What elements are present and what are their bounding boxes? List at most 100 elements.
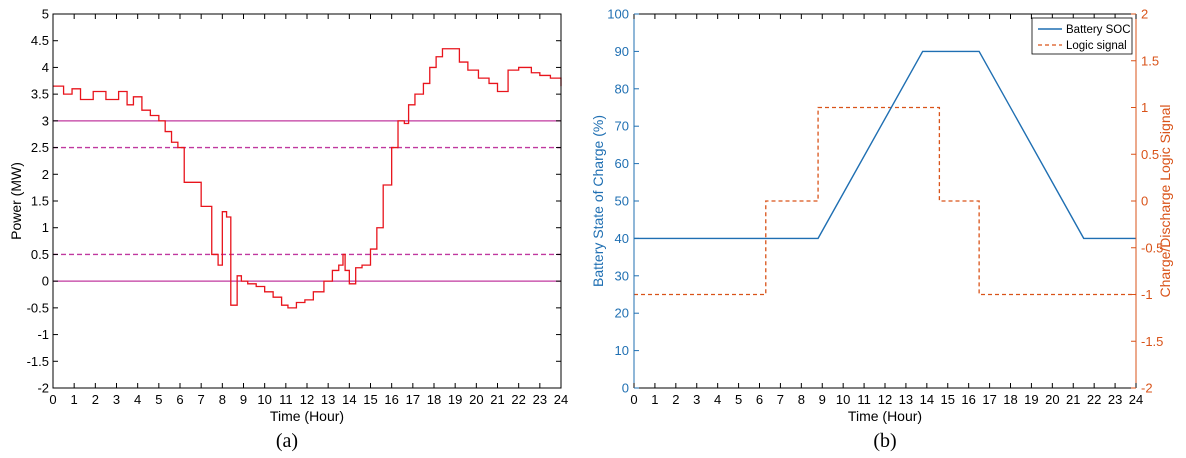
y-tick-label-left: 80	[615, 81, 629, 96]
y-tick-label: 0	[42, 274, 49, 289]
x-tick-label: 21	[1066, 392, 1080, 407]
y-tick-label: 1	[42, 220, 49, 235]
x-tick-label: 20	[1045, 392, 1059, 407]
y-tick-label: 4.5	[31, 33, 49, 48]
x-tick-label: 19	[448, 392, 462, 407]
plot-frame	[52, 13, 562, 389]
figure-caption: (a)	[276, 430, 298, 452]
x-tick-label: 2	[92, 392, 99, 407]
y-tick-label-right: -1	[1141, 287, 1153, 302]
x-tick-label: 4	[714, 392, 721, 407]
x-tick-label: 11	[857, 392, 871, 407]
y-tick-label-left: 100	[607, 7, 629, 22]
x-tick-label: 22	[1087, 392, 1101, 407]
y-tick-label: 3	[42, 113, 49, 128]
y-tick-label-left: 0	[622, 381, 629, 396]
x-tick-label: 15	[941, 392, 955, 407]
x-tick-label: 18	[427, 392, 441, 407]
x-tick-label: 0	[49, 392, 56, 407]
x-tick-label: 10	[836, 392, 850, 407]
figure-caption: (b)	[873, 430, 896, 452]
y-tick-label: 5	[42, 7, 49, 22]
y-axis-label: Power (MW)	[8, 162, 24, 240]
y-tick-label-right: -2	[1141, 381, 1153, 396]
y-tick-label-right: -0.5	[1141, 240, 1163, 255]
series-line-power	[53, 48, 562, 309]
y-tick-label-right: 2	[1141, 7, 1148, 22]
x-tick-label: 7	[777, 392, 784, 407]
legend-box	[1031, 17, 1133, 55]
y-tick-label-right: -1.5	[1141, 334, 1163, 349]
series-line-logic-signal	[634, 106, 1136, 296]
x-tick-label: 9	[819, 392, 826, 407]
legend: Battery SOC Logic signal	[1031, 17, 1133, 55]
y-tick-label: -2	[37, 381, 49, 396]
x-tick-label: 8	[219, 392, 226, 407]
x-tick-label: 4	[134, 392, 141, 407]
x-tick-label: 5	[735, 392, 742, 407]
y-tick-label-right: 1.5	[1141, 53, 1159, 68]
y-tick-label: 4	[42, 60, 49, 75]
x-tick-label: 3	[113, 392, 120, 407]
y-tick-label-left: 50	[615, 194, 629, 209]
y-tick-label: -0.5	[27, 300, 49, 315]
x-tick-label: 14	[920, 392, 934, 407]
y-tick-label: 1.5	[31, 194, 49, 209]
y-tick-label-right: 1	[1141, 100, 1148, 115]
x-tick-label: 0	[630, 392, 637, 407]
x-tick-label: 17	[406, 392, 420, 407]
x-tick-label: 8	[798, 392, 805, 407]
x-tick-label: 15	[363, 392, 377, 407]
y-tick-label-right: 0	[1141, 194, 1148, 209]
y-tick-label-left: 10	[615, 343, 629, 358]
x-tick-label: 1	[71, 392, 78, 407]
y-tick-label-left: 30	[615, 268, 629, 283]
x-tick-label: 24	[554, 392, 568, 407]
y-tick-label: -1	[37, 327, 49, 342]
y-tick-label-left: 70	[615, 119, 629, 134]
y-tick-label: -1.5	[27, 354, 49, 369]
x-tick-label: 9	[240, 392, 247, 407]
x-tick-label: 19	[1024, 392, 1038, 407]
y-tick-label: 3.5	[31, 87, 49, 102]
y-tick-label: 2.5	[31, 140, 49, 155]
x-tick-label: 16	[961, 392, 975, 407]
x-axis-label: Time (Hour)	[270, 408, 344, 424]
x-tick-label: 17	[982, 392, 996, 407]
x-tick-label: 12	[300, 392, 314, 407]
x-tick-label: 6	[756, 392, 763, 407]
x-tick-label: 22	[511, 392, 525, 407]
legend-label: Battery SOC	[1066, 24, 1131, 36]
chart-b: 0 1 2 3 4 5 6 7 8 9 10 11 12 13 14 15 16 17 18 19 20 21 22 23 24…	[590, 7, 1173, 453]
x-tick-label: 2	[672, 392, 679, 407]
chart-a: 0 1 2 3 4 5 6 7 8 9 10 11 12 13 14 15 16 17 18 19 20 21 22 23 24…	[8, 7, 568, 453]
y-axis-label-right: Charge/Discharge Logic Signal	[1157, 105, 1173, 298]
legend-label: Logic signal	[1066, 40, 1127, 52]
x-tick-label: 16	[384, 392, 398, 407]
y-axis-label-left: Battery State of Charge (%)	[590, 115, 606, 287]
x-tick-label: 5	[155, 392, 162, 407]
x-tick-label: 21	[490, 392, 504, 407]
y-tick-label-left: 40	[615, 231, 629, 246]
x-tick-label: 24	[1129, 392, 1143, 407]
y-tick-label: 2	[42, 167, 49, 182]
x-tick-label: 23	[533, 392, 547, 407]
x-axis-label: Time (Hour)	[848, 408, 922, 424]
x-tick-label: 20	[469, 392, 483, 407]
x-tick-label: 12	[878, 392, 892, 407]
x-tick-label: 7	[198, 392, 205, 407]
x-tick-label: 1	[651, 392, 658, 407]
x-tick-label: 13	[321, 392, 335, 407]
y-tick-label-left: 20	[615, 306, 629, 321]
y-tick-label: 0.5	[31, 247, 49, 262]
y-tick-label-right: 0.5	[1141, 147, 1159, 162]
x-tick-label: 11	[279, 392, 293, 407]
x-tick-label: 3	[693, 392, 700, 407]
y-tick-label-left: 90	[615, 44, 629, 59]
x-tick-label: 13	[899, 392, 913, 407]
x-tick-label: 23	[1108, 392, 1122, 407]
x-tick-label: 10	[257, 392, 271, 407]
x-tick-label: 18	[1003, 392, 1017, 407]
x-tick-label: 6	[176, 392, 183, 407]
